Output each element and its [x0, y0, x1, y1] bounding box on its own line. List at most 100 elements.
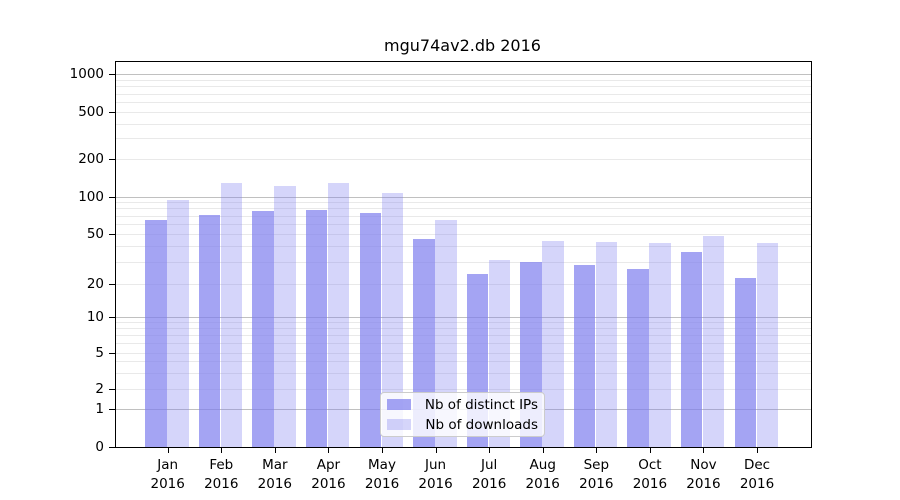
x-label-month: Feb [209, 457, 234, 473]
bar-downloads-may [381, 193, 403, 447]
x-label-month: Aug [529, 457, 556, 473]
x-label-year: 2016 [471, 476, 507, 492]
y-axis-tick-label: 1 [95, 401, 104, 418]
bar-distinct-ips-mar [252, 210, 274, 447]
y-axis-tick [109, 233, 115, 235]
x-label-month: Jan [157, 457, 179, 473]
y-axis-tick [109, 409, 115, 411]
minor-gridline [116, 202, 811, 204]
minor-gridline [116, 322, 811, 324]
x-axis-tick-label: Nov 2016 [671, 456, 735, 494]
bar-distinct-ips-feb [198, 214, 221, 447]
minor-gridline [116, 335, 811, 337]
x-label-month: Mar [262, 457, 288, 473]
x-axis-tick-label: Jun 2016 [404, 456, 468, 494]
y-axis-tick [109, 317, 115, 318]
bar-distinct-ips-may [359, 212, 381, 447]
x-label-year: 2016 [418, 476, 453, 492]
minor-gridline [116, 86, 811, 88]
minor-gridline [116, 123, 811, 125]
bar-distinct-ips-dec [734, 278, 757, 447]
bar-downloads-aug [542, 240, 564, 447]
x-label-month: Dec [743, 457, 771, 473]
minor-gridline [116, 283, 811, 285]
minor-gridline [116, 112, 811, 113]
bar-distinct-ips-apr [305, 209, 328, 447]
bar-distinct-ips-sep [573, 265, 596, 447]
x-axis-tick-label: May 2016 [350, 456, 414, 494]
x-label-year: 2016 [686, 476, 721, 492]
y-axis-tick-label: 20 [86, 275, 104, 292]
minor-gridline [116, 138, 811, 140]
minor-gridline [116, 233, 811, 235]
y-axis-tick-label: 50 [86, 225, 104, 242]
x-axis-tick-label: Oct 2016 [618, 456, 682, 494]
minor-gridline [116, 245, 811, 247]
x-label-year: 2016 [739, 476, 775, 492]
y-axis-tick [109, 447, 115, 448]
major-gridline [116, 74, 811, 76]
y-axis-tick-label: 2 [95, 380, 104, 397]
x-label-year: 2016 [364, 476, 400, 492]
bar-downloads-oct [649, 243, 671, 447]
legend-label-downloads: Nb of downloads [425, 416, 538, 433]
legend-label-distinct-ips: Nb of distinct IPs [424, 396, 538, 413]
bar-downloads-sep [595, 241, 618, 447]
y-axis-tick [109, 388, 115, 390]
bar-downloads-jun [435, 220, 457, 447]
y-axis-tick-label: 0 [95, 439, 104, 455]
bar-downloads-mar [274, 185, 296, 447]
x-axis-tick [649, 448, 651, 453]
x-axis-tick-label: Mar 2016 [243, 456, 307, 494]
y-axis-tick-label: 1000 [69, 66, 104, 83]
x-axis-tick [489, 448, 491, 453]
x-axis-tick [167, 448, 169, 453]
bar-downloads-jan [167, 199, 189, 447]
legend: Nb of distinct IPs Nb of downloads [380, 392, 545, 437]
minor-gridline [116, 102, 811, 104]
x-label-year: 2016 [525, 476, 560, 492]
minor-gridline [116, 93, 811, 95]
legend-item-downloads: Nb of downloads [387, 416, 538, 433]
x-label-year: 2016 [204, 476, 239, 492]
bar-distinct-ips-nov [680, 251, 703, 447]
x-label-year: 2016 [632, 476, 668, 492]
x-label-year: 2016 [257, 476, 293, 492]
x-label-month: May [368, 457, 396, 473]
x-axis-tick [274, 448, 276, 453]
x-axis-tick-label: Apr 2016 [296, 456, 360, 494]
minor-gridline [116, 215, 811, 217]
minor-gridline [116, 328, 811, 330]
minor-gridline [116, 343, 811, 345]
x-axis-tick [757, 448, 759, 453]
bar-downloads-apr [327, 183, 350, 447]
minor-gridline [116, 361, 811, 363]
y-axis-tick-label: 500 [78, 104, 104, 120]
minor-gridline [116, 388, 811, 390]
y-axis-tick [109, 159, 115, 161]
x-axis-tick [328, 448, 330, 453]
y-axis-tick [109, 196, 115, 198]
x-label-year: 2016 [150, 476, 185, 492]
major-gridline [116, 317, 811, 318]
x-axis-tick-label: Aug 2016 [511, 456, 575, 494]
minor-gridline [116, 372, 811, 374]
bar-downloads-nov [702, 235, 725, 447]
x-label-month: Jun [425, 457, 447, 473]
bar-distinct-ips-oct [627, 269, 649, 447]
y-axis-tick [109, 283, 115, 285]
legend-swatch-distinct-ips [387, 399, 411, 410]
minor-gridline [116, 208, 811, 210]
x-axis-tick [382, 448, 383, 453]
x-label-month: Sep [583, 457, 610, 473]
minor-gridline [116, 352, 811, 354]
legend-item-distinct-ips: Nb of distinct IPs [387, 396, 538, 413]
y-axis-tick-label: 200 [78, 151, 104, 168]
bar-downloads-dec [756, 243, 779, 447]
x-axis-tick [596, 448, 598, 453]
legend-swatch-downloads [387, 419, 411, 430]
x-label-month: Jul [480, 457, 498, 473]
x-label-month: Nov [690, 457, 717, 473]
x-label-year: 2016 [579, 476, 614, 492]
